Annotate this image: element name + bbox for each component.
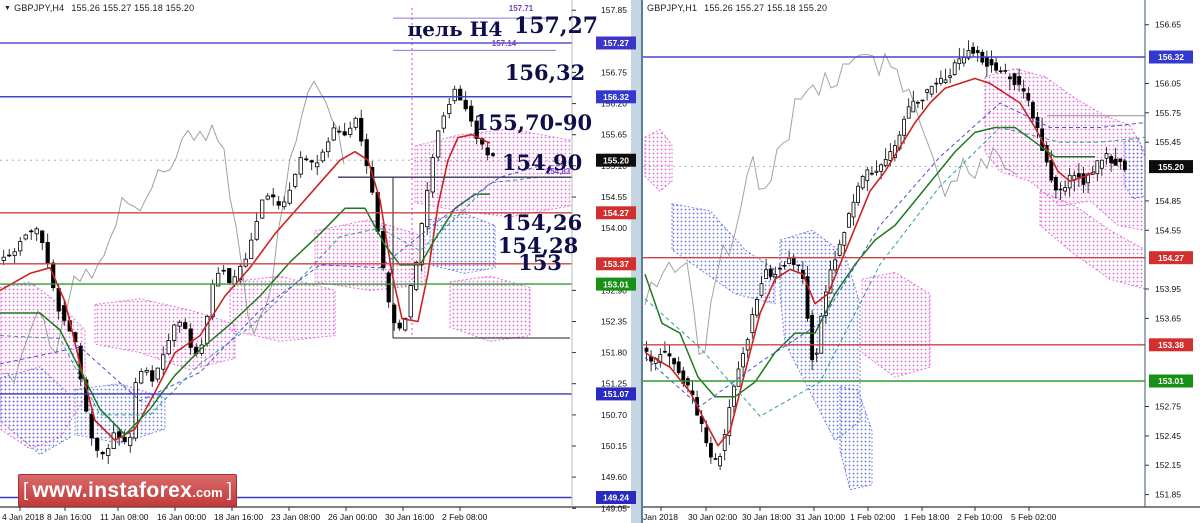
svg-text:151.80: 151.80 (601, 348, 627, 358)
svg-text:153: 153 (518, 250, 562, 275)
logo-tld: .com (192, 485, 223, 500)
h1-chart-price-levels (643, 56, 1145, 382)
svg-text:153.37: 153.37 (603, 259, 629, 269)
svg-text:155.20: 155.20 (603, 155, 629, 165)
svg-text:155.45: 155.45 (1155, 137, 1181, 147)
svg-text:156.75: 156.75 (601, 67, 627, 77)
h4-chart-price-axis: 157.85156.75156.20155.65155.10154.55154.… (572, 5, 636, 513)
h4-chart-ichimoku-clouds (0, 128, 573, 456)
svg-text:152.45: 152.45 (1155, 431, 1181, 441)
h4-chart-frame (0, 0, 630, 508)
svg-text:2 Feb 08:00: 2 Feb 08:00 (442, 512, 488, 522)
svg-text:153.95: 153.95 (1155, 284, 1181, 294)
svg-text:152.15: 152.15 (1155, 460, 1181, 470)
svg-text:156.65: 156.65 (1155, 20, 1181, 30)
svg-text:154,83: 154,83 (546, 167, 571, 176)
svg-text:154.00: 154.00 (601, 223, 627, 233)
instaforex-watermark: [ www.instaforex .com ] (18, 474, 237, 507)
svg-text:18 Jan 16:00: 18 Jan 16:00 (214, 512, 263, 522)
h4-chart-indicator-lines (0, 133, 572, 442)
svg-text:155,70-90: 155,70-90 (474, 110, 592, 135)
svg-text:23 Jan 08:00: 23 Jan 08:00 (271, 512, 320, 522)
svg-text:154,90: 154,90 (502, 150, 582, 175)
h4-chart-annotations: 157.71 157.14 154,83 цель H4 157,27 156,32 155… (408, 4, 599, 275)
svg-text:157,27: 157,27 (514, 13, 598, 39)
svg-text:153.38: 153.38 (1158, 340, 1184, 350)
svg-text:156,32: 156,32 (505, 60, 585, 85)
svg-text:151.85: 151.85 (1155, 490, 1181, 500)
svg-text:16 Jan 00:00: 16 Jan 00:00 (157, 512, 206, 522)
h1-chart-ichimoku-clouds (644, 68, 1146, 491)
h4-chart-chikou-span (1, 80, 345, 385)
svg-text:5 Feb 02:00: 5 Feb 02:00 (1011, 512, 1057, 522)
svg-text:30 Jan 16:00: 30 Jan 16:00 (385, 512, 434, 522)
svg-text:154,26: 154,26 (502, 210, 582, 235)
svg-text:157.14: 157.14 (492, 39, 517, 48)
svg-text:154.27: 154.27 (1158, 253, 1184, 263)
svg-text:31 Jan 10:00: 31 Jan 10:00 (796, 512, 845, 522)
svg-text:153.01: 153.01 (1158, 376, 1184, 386)
svg-text:Jan 2018: Jan 2018 (643, 512, 678, 522)
symbol-period-label: GBPJPY,H4 (14, 3, 65, 13)
svg-text:154.55: 154.55 (601, 192, 627, 202)
symbol-period-label: GBPJPY,H1 (647, 3, 698, 13)
logo-close-bracket: ] (226, 479, 232, 501)
svg-text:30 Jan 18:00: 30 Jan 18:00 (742, 512, 791, 522)
svg-text:149.60: 149.60 (601, 472, 627, 482)
svg-text:152.35: 152.35 (601, 317, 627, 327)
svg-text:156.32: 156.32 (1158, 52, 1184, 62)
svg-text:157.27: 157.27 (603, 38, 629, 48)
svg-text:цель H4: цель H4 (408, 17, 503, 41)
svg-text:1 Feb 02:00: 1 Feb 02:00 (850, 512, 896, 522)
svg-text:11 Jan 08:00: 11 Jan 08:00 (100, 512, 149, 522)
svg-text:156.32: 156.32 (603, 92, 629, 102)
h1-chart-price-axis: 156.65 156.05 155.75 155.45 154.85 154.55 153.… (1145, 20, 1193, 500)
h1-chart-time-axis: Jan 2018 30 Jan 02:00 30 Jan 18:00 31 Jan 1… (643, 507, 1057, 522)
svg-text:150.15: 150.15 (601, 441, 627, 451)
svg-text:155.20: 155.20 (1158, 162, 1184, 172)
svg-text:154.85: 154.85 (1155, 196, 1181, 206)
svg-text:154,28: 154,28 (498, 233, 578, 258)
h4-chart-candlesticks (1, 85, 495, 464)
svg-text:1 Feb 18:00: 1 Feb 18:00 (904, 512, 950, 522)
svg-text:157.71: 157.71 (509, 4, 534, 13)
h4-chart-time-axis: 4 Jan 2018 8 Jan 16:00 11 Jan 08:00 16 Jan … (2, 507, 488, 522)
svg-text:154.55: 154.55 (1155, 225, 1181, 235)
svg-text:8 Jan 16:00: 8 Jan 16:00 (47, 512, 92, 522)
svg-text:154.27: 154.27 (603, 208, 629, 218)
logo-text: www.instaforex (32, 478, 193, 502)
svg-text:156.20: 156.20 (601, 99, 627, 109)
svg-text:26 Jan 00:00: 26 Jan 00:00 (328, 512, 377, 522)
svg-text:30 Jan 02:00: 30 Jan 02:00 (688, 512, 737, 522)
svg-text:149.05: 149.05 (601, 503, 627, 513)
h1-chart-chikou-span (644, 52, 1018, 356)
chart-title-h4: ▼ GBPJPY,H4 155.26 155.27 155.18 155.20 (4, 3, 194, 13)
svg-text:151.07: 151.07 (603, 389, 629, 399)
svg-text:157.85: 157.85 (601, 5, 627, 15)
collapse-arrow-icon[interactable]: ▼ (4, 5, 12, 12)
ohlc-values: 155.26 155.27 155.18 155.20 (704, 3, 828, 13)
svg-text:150.70: 150.70 (601, 410, 627, 420)
svg-text:151.25: 151.25 (601, 379, 627, 389)
chart-title-h1: GBPJPY,H1 155.26 155.27 155.18 155.20 (647, 3, 827, 13)
svg-text:155.65: 155.65 (601, 130, 627, 140)
logo-open-bracket: [ (23, 479, 29, 501)
svg-text:152.75: 152.75 (1155, 402, 1181, 412)
svg-text:153.01: 153.01 (603, 279, 629, 289)
svg-text:156.05: 156.05 (1155, 78, 1181, 88)
svg-text:149.24: 149.24 (603, 493, 629, 503)
svg-text:155.75: 155.75 (1155, 108, 1181, 118)
svg-text:4 Jan 2018: 4 Jan 2018 (2, 512, 44, 522)
svg-text:153.65: 153.65 (1155, 313, 1181, 323)
ohlc-values: 155.26 155.27 155.18 155.20 (71, 3, 195, 13)
h1-chart-indicator-lines (644, 77, 1146, 447)
svg-text:2 Feb 10:00: 2 Feb 10:00 (957, 512, 1003, 522)
